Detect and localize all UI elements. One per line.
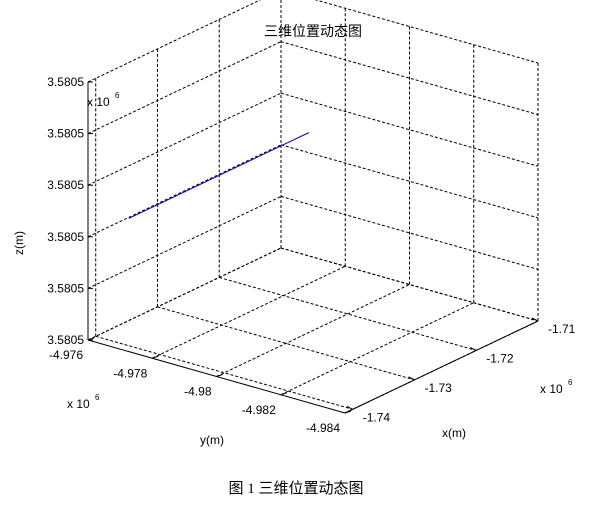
y-tick — [87, 337, 95, 341]
right-wall-grid-horizontal — [280, 92, 539, 167]
x-exponent-base: x 10 — [540, 382, 563, 396]
z-axis-label: z(m) — [12, 231, 26, 255]
z-exponent: x 10 6 — [87, 91, 120, 109]
back-wall-grid-horizontal — [87, 41, 282, 135]
y-tick-label: -4.982 — [242, 403, 276, 417]
floor-grid-line-x — [219, 276, 477, 351]
floor-grid-line-y — [280, 302, 474, 396]
chart-title: 三维位置动态图 — [264, 23, 362, 39]
x-axis-line — [344, 320, 539, 414]
z-tick-label: 3.5805 — [47, 75, 84, 89]
x-tick-label: -1.72 — [486, 351, 514, 365]
x-tick — [346, 405, 353, 410]
right-wall-grid-horizontal — [280, 247, 539, 322]
x-axis-label: x(m) — [442, 426, 466, 440]
x-tick — [470, 346, 477, 351]
y-tick-label: -4.978 — [113, 366, 147, 380]
z-exponent-power: 6 — [115, 91, 120, 100]
x-tick-label: -1.74 — [363, 410, 391, 424]
right-wall-grid-horizontal — [314, 0, 539, 64]
y-exponent-base: x 10 — [67, 397, 90, 411]
x-tick — [531, 317, 539, 322]
back-wall-grid-horizontal — [87, 195, 282, 289]
floor-grid-line-y — [152, 265, 346, 359]
data-layer — [128, 132, 310, 219]
y-tick — [344, 410, 352, 414]
z-tick-label: 3.5805 — [47, 281, 84, 295]
chart-figure: 三维位置动态图 z(m) x(m) y(m) x 10 6 x 10 6 x 1… — [12, 0, 576, 447]
series-line-0 — [128, 132, 310, 219]
right-wall-grid-horizontal — [280, 195, 539, 270]
z-tick-label: 3.5805 — [47, 333, 84, 347]
x-exponent-power: 6 — [568, 378, 573, 387]
back-wall-grid-horizontal — [87, 92, 282, 186]
x-exponent: x 10 6 — [540, 378, 573, 396]
back-wall-grid-horizontal — [87, 247, 282, 341]
y-tick-label: -4.984 — [306, 421, 340, 435]
floor-grid-line-y — [216, 284, 410, 377]
grid-layer — [87, 0, 539, 414]
y-tick — [216, 374, 223, 377]
y-tick — [280, 392, 287, 396]
y-tick-label: -4.976 — [49, 348, 83, 362]
axes-layer — [87, 81, 539, 414]
floor-grid-line-x — [95, 335, 353, 410]
y-exponent: x 10 6 — [67, 393, 100, 411]
x-tick-label: -1.71 — [548, 322, 576, 336]
back-wall-grid-horizontal — [87, 144, 282, 238]
right-wall-grid-horizontal — [280, 41, 539, 116]
figure-caption: 图 1 三维位置动态图 — [228, 481, 364, 497]
floor-grid-line-x — [157, 306, 415, 381]
x-tick-label: -1.73 — [424, 381, 452, 395]
z-tick-label: 3.5805 — [47, 127, 84, 141]
z-tick-label: 3.5805 — [47, 178, 84, 192]
y-axis-label: y(m) — [200, 433, 224, 447]
y-tick — [152, 355, 159, 359]
y-tick-label: -4.98 — [184, 385, 212, 399]
x-tick — [408, 376, 415, 381]
y-exponent-power: 6 — [95, 393, 100, 402]
right-wall-grid-horizontal — [280, 144, 539, 219]
z-exponent-base: x 10 — [87, 95, 110, 109]
labels-layer: 三维位置动态图 z(m) x(m) y(m) x 10 6 x 10 6 x 1… — [12, 23, 576, 447]
z-tick-label: 3.5805 — [47, 230, 84, 244]
back-wall-grid-horizontal — [87, 0, 262, 83]
